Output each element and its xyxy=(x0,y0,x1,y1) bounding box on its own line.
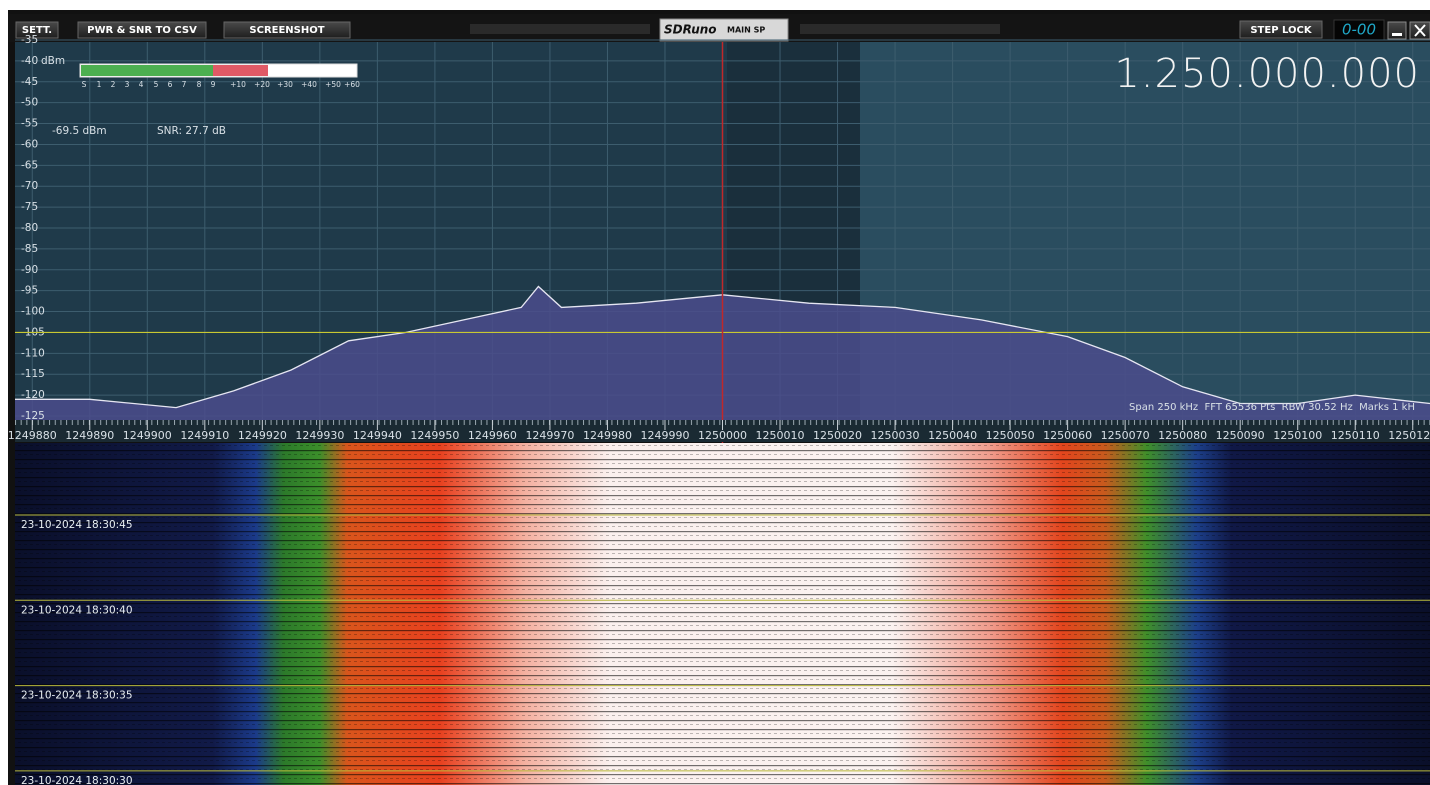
grip xyxy=(800,24,1000,34)
smeter-label: 2 xyxy=(111,80,116,89)
x-tick-label: 1249950 xyxy=(410,429,459,442)
smeter-label: 3 xyxy=(125,80,130,89)
timestamp: 23-10-2024 18:30:35 xyxy=(21,690,133,702)
x-tick-label: 1249970 xyxy=(525,429,574,442)
button-label[interactable]: STEP LOCK xyxy=(1250,25,1313,36)
smeter-label: +20 xyxy=(254,80,270,89)
y-tick-label: -35 xyxy=(21,34,38,46)
x-tick-label: 1249960 xyxy=(468,429,517,442)
x-tick-label: 1250080 xyxy=(1158,429,1207,442)
spectrum-status: Span 250 kHz FFT 65536 Pts RBW 30.52 Hz … xyxy=(1129,402,1415,413)
timestamp: 23-10-2024 18:30:40 xyxy=(21,604,133,616)
button-label[interactable]: PWR & SNR TO CSV xyxy=(87,25,197,36)
x-tick-label: 1249930 xyxy=(295,429,344,442)
y-tick-label: -95 xyxy=(21,285,38,297)
y-tick-label: -115 xyxy=(21,368,45,380)
x-tick-label: 1249890 xyxy=(65,429,114,442)
smeter-label: +30 xyxy=(277,80,293,89)
smeter-label: 5 xyxy=(154,80,159,89)
x-tick-label: 1250010 xyxy=(756,429,805,442)
page: SETT. PWR & SNR TO CSV SCREENSHOT SDRuno… xyxy=(0,0,1430,785)
x-tick-label: 1250100 xyxy=(1273,429,1322,442)
y-tick-label: -90 xyxy=(21,264,38,276)
y-tick-label: -55 xyxy=(21,118,38,130)
smeter-label: +60 xyxy=(344,80,360,89)
window-name: MAIN SP xyxy=(727,26,765,35)
y-tick-label: -65 xyxy=(21,159,38,171)
smeter-label: 4 xyxy=(139,80,144,89)
smeter-label: 9 xyxy=(211,80,216,89)
x-tick-label: 1250090 xyxy=(1216,429,1265,442)
power-readout: -69.5 dBm xyxy=(52,125,107,137)
x-tick-label: 1249880 xyxy=(8,429,57,442)
y-tick-label: -85 xyxy=(21,243,38,255)
frequency-display: 1.250.000.000 xyxy=(1114,51,1420,97)
smeter-label: S xyxy=(82,80,87,89)
y-tick-label: -100 xyxy=(21,306,45,318)
x-tick-label: 1250030 xyxy=(871,429,920,442)
smeter-label: +10 xyxy=(230,80,246,89)
y-tick-label: -50 xyxy=(21,97,38,109)
smeter-label: 8 xyxy=(197,80,202,89)
x-tick-label: 1250040 xyxy=(928,429,977,442)
x-tick-label: 1249900 xyxy=(123,429,172,442)
app-name: SDRuno xyxy=(664,23,717,37)
sdruno-window: SETT. PWR & SNR TO CSV SCREENSHOT SDRuno… xyxy=(0,0,1430,785)
waterfall-scanlines xyxy=(15,443,1430,785)
y-tick-label: -80 xyxy=(21,222,38,234)
y-tick-label: -120 xyxy=(21,389,45,401)
y-tick-label: -75 xyxy=(21,201,38,213)
x-tick-label: 1250110 xyxy=(1331,429,1380,442)
smeter-label: 6 xyxy=(168,80,173,89)
smeter-label: +40 xyxy=(301,80,317,89)
snr-readout: SNR: 27.7 dB xyxy=(157,125,226,137)
x-tick-label: 1249920 xyxy=(238,429,287,442)
step-value: 0-00 xyxy=(1342,21,1376,39)
y-tick-label: -110 xyxy=(21,347,45,359)
smeter-green xyxy=(81,65,213,76)
x-tick-label: 1249980 xyxy=(583,429,632,442)
minimize-icon xyxy=(1392,33,1402,36)
grip xyxy=(470,24,650,34)
x-tick-label: 1250120 xyxy=(1388,429,1430,442)
x-tick-label: 1250070 xyxy=(1101,429,1150,442)
x-tick-label: 1249910 xyxy=(180,429,229,442)
smeter-red xyxy=(213,65,268,76)
smeter-label: 1 xyxy=(97,80,102,89)
x-tick-label: 1250050 xyxy=(986,429,1035,442)
y-unit: dBm xyxy=(41,55,65,67)
timestamp: 23-10-2024 18:30:45 xyxy=(21,519,133,531)
y-tick-label: -40 xyxy=(21,55,38,67)
y-tick-label: -60 xyxy=(21,138,38,150)
x-tick-label: 1250060 xyxy=(1043,429,1092,442)
timestamp: 23-10-2024 18:30:30 xyxy=(21,775,133,785)
minimize-button[interactable] xyxy=(1388,22,1406,39)
x-tick-label: 1250020 xyxy=(813,429,862,442)
x-tick-label: 1250000 xyxy=(698,429,747,442)
y-tick-label: -70 xyxy=(21,180,38,192)
x-tick-label: 1249990 xyxy=(640,429,689,442)
button-label[interactable]: SCREENSHOT xyxy=(249,25,324,36)
x-tick-label: 1249940 xyxy=(353,429,402,442)
smeter-label: 7 xyxy=(182,80,187,89)
y-tick-label: -45 xyxy=(21,76,38,88)
smeter-label: +50 xyxy=(325,80,341,89)
